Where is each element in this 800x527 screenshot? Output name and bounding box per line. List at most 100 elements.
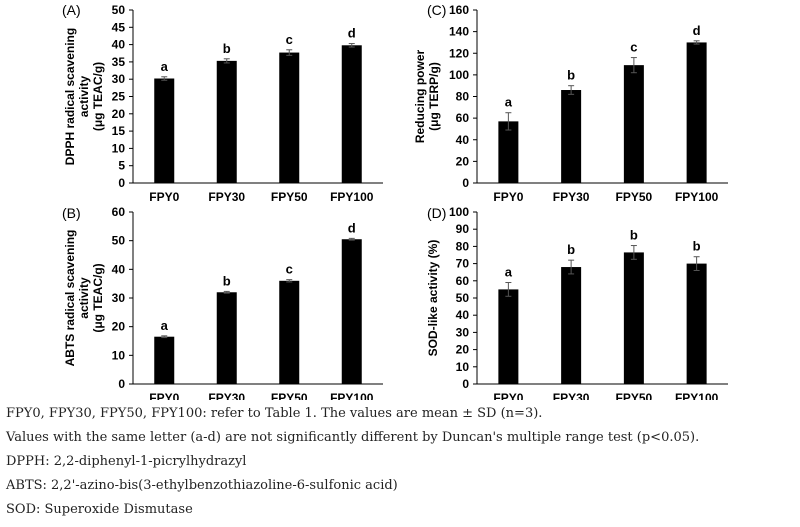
x-tick-label: FPY0 bbox=[149, 391, 179, 400]
footnote-significance: Values with the same letter (a-d) are no… bbox=[6, 430, 700, 445]
x-tick-label: FPY100 bbox=[330, 391, 374, 400]
y-tick-label: 0 bbox=[118, 176, 125, 190]
panel-label: (B) bbox=[62, 205, 81, 221]
x-tick-label: FPY30 bbox=[208, 391, 245, 400]
bar bbox=[561, 267, 582, 384]
y-tick-label: 0 bbox=[462, 176, 469, 190]
x-tick-label: FPY100 bbox=[675, 190, 719, 204]
y-tick-label: 0 bbox=[118, 377, 125, 391]
y-axis-label-line: (μg TEAC/g) bbox=[91, 263, 105, 332]
y-tick-label: 10 bbox=[112, 141, 126, 155]
panel-label: (C) bbox=[427, 2, 446, 18]
y-tick-label: 100 bbox=[449, 205, 469, 219]
x-tick-label: FPY100 bbox=[675, 391, 719, 400]
chart-figure: (A) 0 5 10 15 20 25 30 35 40 45 50 DPPH radical scav… bbox=[62, 2, 728, 405]
significance-letter: b bbox=[567, 242, 575, 257]
y-tick-label: 30 bbox=[112, 72, 126, 86]
y-tick-label: 60 bbox=[456, 111, 470, 125]
y-tick-label: 80 bbox=[456, 239, 470, 253]
y-tick-label: 10 bbox=[112, 348, 126, 362]
significance-letter: b bbox=[693, 239, 701, 254]
y-tick-label: 40 bbox=[112, 262, 126, 276]
x-tick-label: FPY0 bbox=[493, 190, 523, 204]
bar bbox=[341, 45, 362, 184]
significance-letter: d bbox=[348, 220, 356, 235]
y-tick-label: 10 bbox=[456, 360, 470, 374]
y-tick-label: 90 bbox=[456, 222, 470, 236]
x-tick-label: FPY30 bbox=[553, 391, 590, 400]
x-tick-label: FPY50 bbox=[271, 190, 308, 204]
y-tick-label: 30 bbox=[112, 291, 126, 305]
significance-letter: a bbox=[505, 265, 513, 280]
y-tick-label: 20 bbox=[456, 154, 470, 168]
x-tick-label: FPY0 bbox=[149, 190, 179, 204]
bar bbox=[154, 78, 175, 183]
x-tick-label: FPY50 bbox=[616, 391, 653, 400]
x-tick-label: FPY100 bbox=[330, 190, 374, 204]
figure-notes: FPY0, FPY30, FPY50, FPY100: refer to Tab… bbox=[6, 402, 796, 522]
y-tick-label: 60 bbox=[456, 274, 470, 288]
bar bbox=[623, 65, 644, 183]
chart-panel-2: (C) 0 20 40 60 80 100 120 140 160 Reducing power (μ… bbox=[413, 2, 728, 204]
bar bbox=[216, 60, 237, 183]
y-tick-label: 40 bbox=[456, 133, 470, 147]
y-tick-label: 15 bbox=[112, 124, 126, 138]
bar bbox=[498, 121, 519, 183]
bar bbox=[686, 42, 707, 183]
y-axis-label-line: Reducing power bbox=[413, 50, 427, 144]
chart-panel-3: (B) 0 10 20 30 40 50 60 ABTS radical scavening ac… bbox=[62, 205, 383, 405]
y-tick-label: 70 bbox=[456, 257, 470, 271]
y-tick-label: 160 bbox=[449, 3, 469, 17]
chart-panel-4: (D) 0 10 20 30 40 50 60 70 80 90 100 SOD-like activi… bbox=[426, 205, 728, 405]
y-axis-label-line: activity bbox=[77, 75, 91, 117]
bar bbox=[498, 289, 519, 384]
significance-letter: b bbox=[630, 228, 638, 243]
significance-letter: a bbox=[161, 318, 169, 333]
y-axis-label-line: activity bbox=[77, 277, 91, 319]
panel-label: (D) bbox=[427, 205, 446, 221]
y-tick-label: 40 bbox=[456, 308, 470, 322]
y-tick-label: 35 bbox=[112, 55, 126, 69]
significance-letter: a bbox=[505, 95, 513, 110]
significance-letter: b bbox=[567, 68, 575, 83]
footnote-dpph: DPPH: 2,2-diphenyl-1-picrylhydrazyl bbox=[6, 454, 247, 469]
y-tick-label: 20 bbox=[456, 343, 470, 357]
y-tick-label: 45 bbox=[112, 20, 126, 34]
significance-letter: b bbox=[223, 273, 231, 288]
bar bbox=[561, 90, 582, 183]
significance-letter: d bbox=[693, 23, 701, 38]
panel-label: (A) bbox=[62, 2, 81, 18]
y-axis-label-line: DPPH radical scavening bbox=[63, 28, 77, 165]
y-tick-label: 20 bbox=[112, 320, 126, 334]
y-tick-label: 50 bbox=[456, 291, 470, 305]
y-tick-label: 140 bbox=[449, 25, 469, 39]
y-tick-label: 60 bbox=[112, 205, 126, 219]
y-tick-label: 80 bbox=[456, 90, 470, 104]
y-axis-label-line: ABTS radical scavening bbox=[63, 230, 77, 367]
bar bbox=[686, 263, 707, 384]
x-tick-label: FPY30 bbox=[553, 190, 590, 204]
y-tick-label: 30 bbox=[456, 325, 470, 339]
footnote-sod: SOD: Superoxide Dismutase bbox=[6, 502, 193, 517]
bar bbox=[341, 239, 362, 384]
significance-letter: c bbox=[286, 32, 293, 47]
y-tick-label: 120 bbox=[449, 46, 469, 60]
significance-letter: b bbox=[223, 41, 231, 56]
significance-letter: a bbox=[161, 59, 169, 74]
bar bbox=[279, 52, 300, 183]
y-tick-label: 5 bbox=[118, 159, 125, 173]
y-tick-label: 40 bbox=[112, 38, 126, 52]
y-axis-label-line: (μg TEAC/g) bbox=[91, 62, 105, 131]
y-tick-label: 0 bbox=[462, 377, 469, 391]
bar bbox=[279, 280, 300, 384]
bar bbox=[216, 292, 237, 384]
bar bbox=[154, 336, 175, 384]
y-tick-label: 50 bbox=[112, 3, 126, 17]
y-tick-label: 50 bbox=[112, 234, 126, 248]
x-tick-label: FPY50 bbox=[271, 391, 308, 400]
significance-letter: c bbox=[630, 40, 637, 55]
significance-letter: d bbox=[348, 26, 356, 41]
x-tick-label: FPY0 bbox=[493, 391, 523, 400]
x-tick-label: FPY30 bbox=[208, 190, 245, 204]
